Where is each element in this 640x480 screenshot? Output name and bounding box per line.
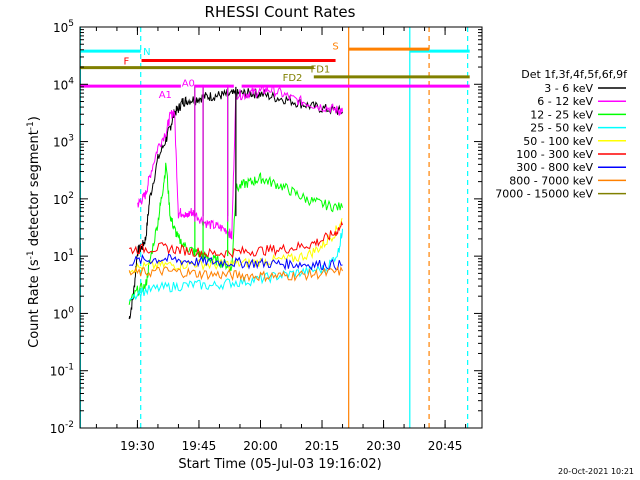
y-tick-label-3: 101 <box>53 248 74 264</box>
series-line-6 <box>129 253 343 271</box>
legend-label-2: 12 - 25 keV <box>530 108 593 121</box>
footer-timestamp: 20-Oct-2021 10:21 <box>558 467 634 476</box>
series-line-5 <box>129 220 343 259</box>
x-tick-label-2: 20:00 <box>243 439 278 453</box>
legend-label-5: 100 - 300 keV <box>516 148 593 161</box>
flag-label-1: S <box>332 41 338 52</box>
y-tick-label-2: 100 <box>53 305 74 321</box>
series-line-2 <box>128 162 343 305</box>
flag-label-6: A0 <box>182 78 195 89</box>
y-tick-label-7: 105 <box>53 19 74 35</box>
flag-label-2: F <box>123 57 129 68</box>
y-tick-label-0: 10-2 <box>50 420 74 436</box>
series-line-4 <box>128 218 343 274</box>
flag-label-5: A1 <box>159 90 172 101</box>
x-axis-label: Start Time (05-Jul-03 19:16:02) <box>178 457 381 472</box>
y-tick-label-4: 102 <box>53 191 74 207</box>
y-tick-label-1: 10-1 <box>50 363 74 379</box>
x-tick-label-0: 19:30 <box>120 439 155 453</box>
flag-label-3: FD1 <box>310 64 330 75</box>
legend-label-3: 25 - 50 keV <box>530 122 593 135</box>
y-tick-label-5: 103 <box>53 134 74 150</box>
legend-label-7: 800 - 7000 keV <box>509 174 593 187</box>
series-line-3 <box>128 228 343 301</box>
flag-bars: N S F FD1 FD2 A1 A0 <box>80 41 470 101</box>
x-tick-label-4: 20:30 <box>366 439 401 453</box>
data-series <box>128 84 343 320</box>
x-tick-label-5: 20:45 <box>428 439 463 453</box>
legend-label-0: 3 - 6 keV <box>544 82 593 95</box>
flag-label-4: FD2 <box>283 73 303 84</box>
chart-title: RHESSI Count Rates <box>205 3 356 21</box>
series-line-7 <box>128 265 343 283</box>
legend-label-6: 300 - 800 keV <box>516 161 593 174</box>
x-tick-label-3: 20:15 <box>305 439 340 453</box>
flag-label-0: N <box>143 47 150 58</box>
series-line-1 <box>137 85 343 240</box>
y-axis-label: Count Rate (s-1 detector segment-1) <box>26 116 42 348</box>
legend-label-1: 6 - 12 keV <box>537 95 593 108</box>
legend-title: Det 1f,3f,4f,5f,6f,9f <box>521 68 628 81</box>
legend-label-8: 7000 - 15000 keV <box>495 188 593 201</box>
x-tick-label-1: 19:45 <box>182 439 217 453</box>
legend-label-4: 50 - 100 keV <box>523 135 593 148</box>
axes: 10-2 10-1 100 101 102 103 104 105 19:30 19:45 20:0… <box>50 19 483 453</box>
y-tick-label-6: 104 <box>53 76 74 92</box>
